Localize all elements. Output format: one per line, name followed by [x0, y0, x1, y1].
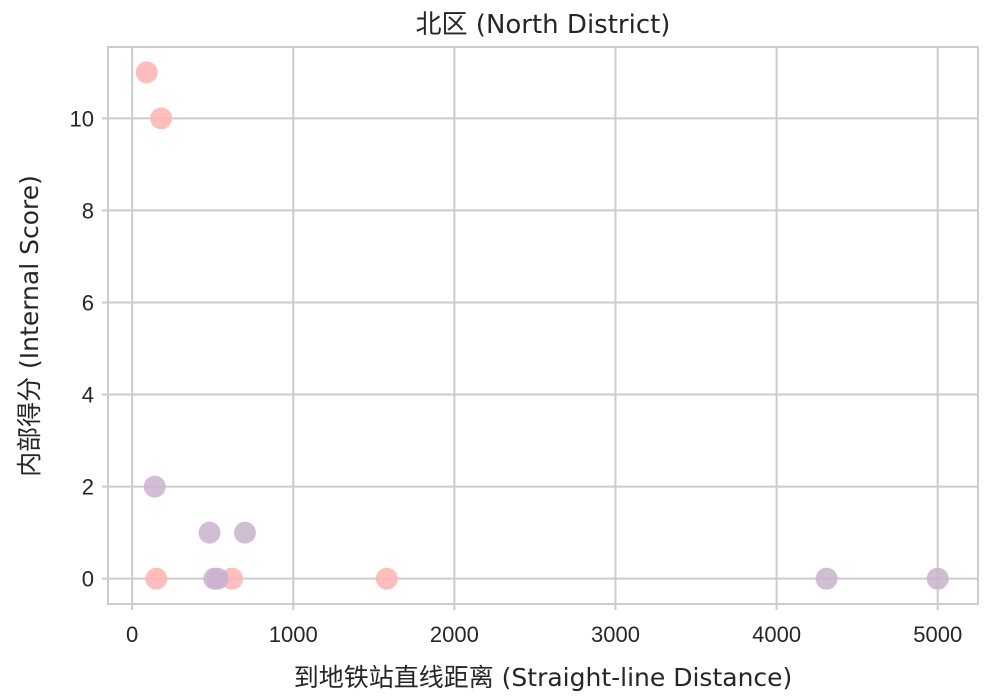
scatter-point-series-1	[150, 107, 173, 130]
y-tick-label: 6	[82, 290, 94, 315]
y-tick-label: 8	[82, 198, 94, 223]
scatter-point-series-1	[375, 567, 398, 590]
scatter-point-series-2	[815, 567, 838, 590]
scatter-point-series-2	[206, 567, 229, 590]
x-tick-label: 4000	[752, 622, 801, 647]
y-tick-label: 4	[82, 383, 94, 408]
scatter-point-series-2	[926, 567, 949, 590]
x-tick-label: 0	[126, 622, 138, 647]
scatter-point-series-2	[233, 521, 256, 544]
y-tick-label: 10	[70, 106, 94, 131]
plot-area-frame	[107, 46, 979, 605]
axis-ticks: 0 1000 2000 3000 4000 5000 0 2 4 6 8 10	[70, 106, 963, 647]
scatter-point-series-1	[135, 61, 158, 84]
x-axis-label: 到地铁站直线距离 (Straight-line Distance)	[294, 663, 793, 692]
y-tick-label: 0	[82, 567, 94, 592]
x-tick-label: 5000	[913, 622, 962, 647]
chart-title: 北区 (North District)	[416, 10, 671, 40]
x-tick-label: 1000	[269, 622, 318, 647]
data-points	[135, 61, 949, 590]
scatter-point-series-1	[145, 567, 168, 590]
scatter-point-series-2	[198, 521, 221, 544]
x-tick-label: 2000	[430, 622, 479, 647]
x-tick-label: 3000	[591, 622, 640, 647]
y-tick-label: 2	[82, 475, 94, 500]
scatter-point-series-2	[143, 475, 166, 498]
y-axis-label: 内部得分 (Internal Score)	[15, 175, 44, 477]
grid-lines	[108, 47, 978, 604]
